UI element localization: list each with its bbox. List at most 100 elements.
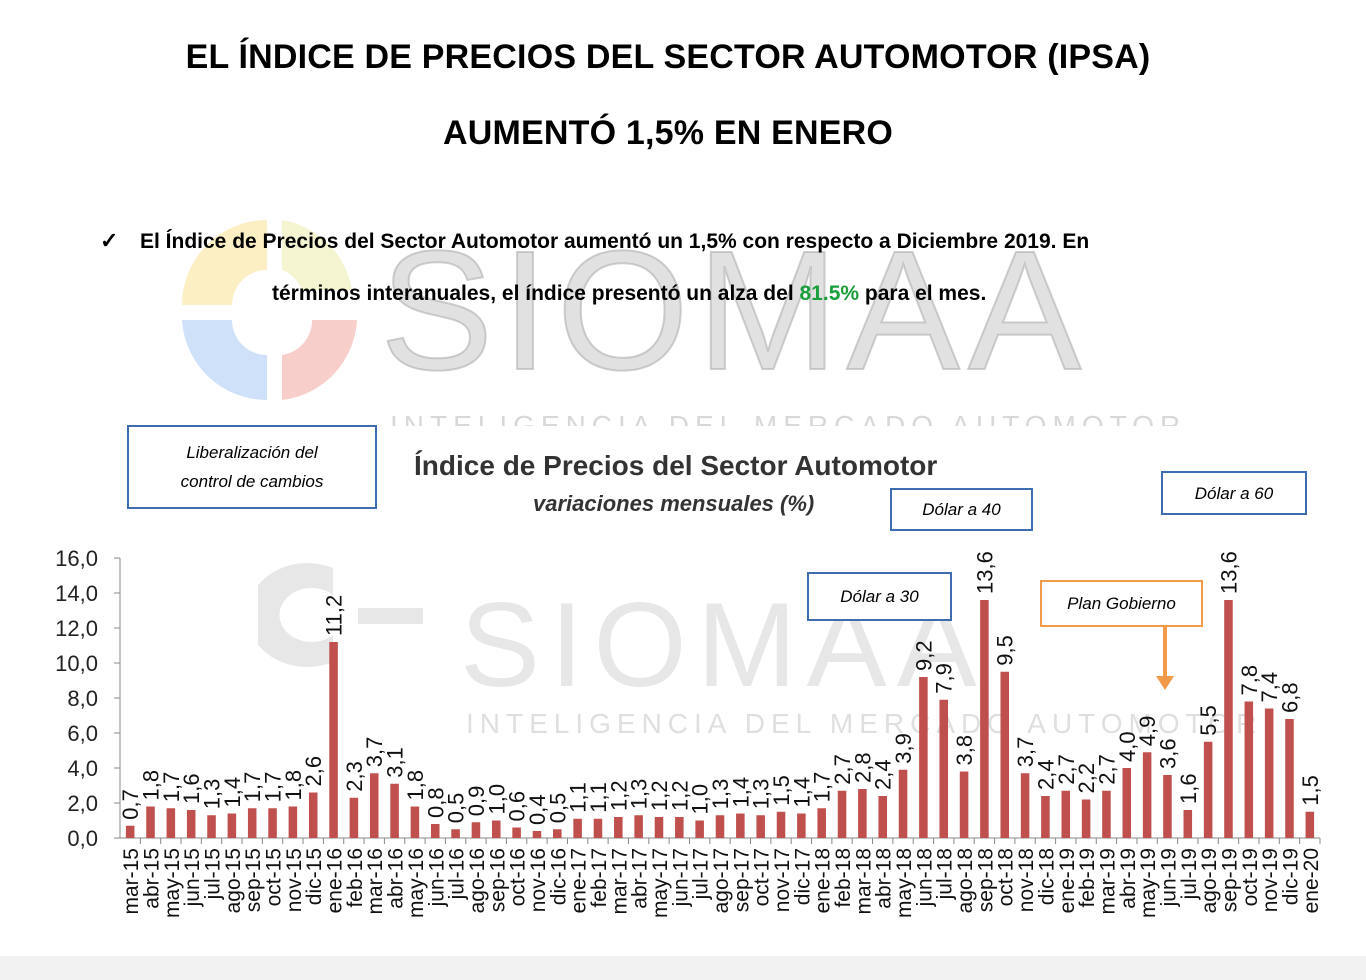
bar [1264, 708, 1274, 838]
x-tick-label: nov-15 [283, 848, 306, 912]
x-tick-label: ene-18 [812, 848, 835, 913]
y-tick-label: 12,0 [55, 616, 98, 641]
data-label: 1,2 [667, 780, 692, 811]
annotation-plan-gobierno: Plan Gobierno [1040, 580, 1203, 627]
bar [430, 824, 440, 838]
y-tick-label: 14,0 [55, 581, 98, 606]
x-tick-label: mar-16 [364, 848, 387, 915]
data-label: 1,5 [1298, 775, 1323, 806]
data-label: 1,2 [606, 780, 631, 811]
y-tick-label: 16,0 [55, 546, 98, 571]
x-tick-label: feb-18 [832, 848, 855, 908]
x-tick-label: abr-19 [1117, 848, 1140, 909]
bar [939, 699, 948, 838]
bar [898, 769, 908, 838]
bar [797, 813, 806, 838]
x-tick-label: mar-17 [608, 848, 631, 915]
x-tick-label: may-16 [405, 848, 428, 918]
data-label: 1,7 [261, 772, 286, 803]
x-tick-label: jul-17 [690, 848, 713, 900]
x-tick-label: sep-15 [242, 848, 265, 912]
x-tick-label: nov-18 [1015, 848, 1038, 912]
x-tick-label: oct-17 [751, 848, 774, 906]
plan-arrow-head [1156, 676, 1174, 690]
bar [471, 822, 481, 838]
chart-title: Índice de Precios del Sector Automotor [414, 450, 938, 481]
data-label: 7,8 [1237, 665, 1262, 696]
bar [288, 806, 298, 838]
data-label: 0,8 [423, 787, 448, 818]
x-tick-label: jul-16 [446, 848, 469, 900]
summary-line-2: términos interanuales, el índice present… [272, 282, 1272, 306]
y-tick-label: 4,0 [67, 756, 98, 781]
bar [227, 813, 237, 838]
bar [369, 773, 379, 838]
bar [146, 806, 155, 838]
data-label: 5,5 [1196, 705, 1221, 736]
bar [308, 792, 318, 838]
x-tick-label: sep-18 [974, 848, 997, 912]
bar [1061, 790, 1071, 838]
bar [1183, 810, 1193, 838]
data-label: 3,9 [891, 733, 916, 764]
x-tick-label: ene-17 [568, 848, 591, 913]
summary-highlight: 81.5% [799, 282, 860, 305]
x-tick-label: jun-17 [669, 848, 692, 907]
bar [1000, 671, 1010, 838]
bar [776, 811, 786, 838]
bar [1224, 600, 1233, 838]
bar [532, 831, 542, 838]
x-tick-label: jun-16 [425, 848, 448, 907]
plan-arrow [1163, 625, 1167, 681]
x-tick-label: dic-17 [791, 848, 814, 905]
data-label: 0,6 [505, 791, 530, 822]
x-tick-label: abr-15 [141, 848, 164, 909]
bar [878, 796, 887, 838]
bar [553, 829, 562, 838]
data-label: 1,4 [220, 777, 245, 808]
x-tick-label: ago-17 [710, 848, 733, 913]
bar [1081, 799, 1091, 838]
x-tick-label: nov-17 [771, 848, 794, 912]
data-label: 1,7 [159, 772, 184, 803]
data-label: 4,0 [1115, 731, 1140, 762]
x-tick-label: may-15 [161, 848, 184, 918]
bar [390, 783, 399, 838]
data-label: 2,4 [1033, 759, 1058, 790]
bar [736, 813, 745, 838]
x-tick-label: dic-15 [303, 848, 326, 905]
x-tick-label: feb-16 [344, 848, 367, 908]
x-tick-label: oct-18 [995, 848, 1018, 906]
data-label: 1,7 [810, 772, 835, 803]
x-tick-label: ene-20 [1300, 848, 1323, 913]
bar [207, 815, 216, 838]
data-label: 13,6 [972, 551, 997, 594]
data-label: 1,8 [281, 770, 306, 801]
x-tick-label: ago-15 [222, 848, 245, 913]
checkmark-icon: ✓ [100, 228, 119, 253]
data-label: 1,2 [647, 780, 672, 811]
data-label: 1,3 [708, 779, 733, 810]
bar [247, 808, 257, 838]
bar [1142, 752, 1152, 838]
x-tick-label: jul-18 [934, 848, 957, 900]
data-label: 11,2 [322, 595, 347, 636]
data-label: 6,8 [1277, 682, 1302, 713]
data-label: 3,1 [383, 747, 408, 778]
y-tick-label: 6,0 [67, 721, 98, 746]
x-tick-label: ago-16 [466, 848, 489, 913]
data-label: 0,9 [464, 786, 489, 817]
bar [1122, 768, 1132, 838]
data-label: 0,5 [545, 793, 570, 824]
page-subtitle: AUMENTÓ 1,5% EN ENERO [442, 114, 894, 152]
bar [675, 817, 684, 838]
x-tick-label: dic-16 [547, 848, 570, 905]
data-label: 0,5 [444, 793, 469, 824]
data-label: 0,4 [525, 794, 550, 825]
data-label: 2,3 [342, 761, 367, 792]
x-tick-label: sep-16 [486, 848, 509, 912]
bar [1163, 775, 1172, 838]
data-label: 3,6 [1155, 738, 1180, 769]
x-tick-label: jul-19 [1178, 848, 1201, 900]
annotation-dolar-60: Dólar a 60 [1161, 471, 1307, 515]
